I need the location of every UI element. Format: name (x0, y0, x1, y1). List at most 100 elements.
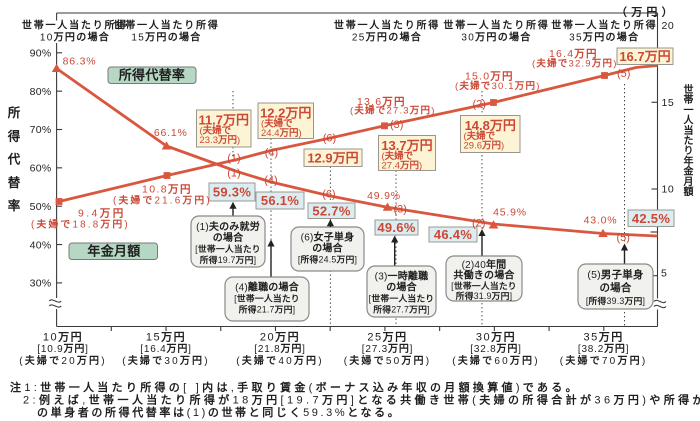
svg-text:(夫婦で21.6万円): (夫婦で21.6万円) (113, 194, 212, 207)
svg-text:(5)男子単身: (5)男子単身 (587, 268, 644, 281)
svg-text:14.8万円: 14.8万円 (465, 118, 516, 133)
svg-text:注1:世帯一人当たり所得の[ ]内は,手取り賃金(ボーナス込: 注1:世帯一人当たり所得の[ ]内は,手取り賃金(ボーナス込み年収の月額換算値)… (10, 380, 580, 394)
svg-text:23.3万円): 23.3万円) (200, 135, 241, 146)
svg-text:2:例えば,世帯一人当たり所得が18万円[19.7万円]とな: 2:例えば,世帯一人当たり所得が18万円[19.7万円]となる共働き世帯(夫婦の… (23, 393, 700, 407)
svg-text:(6): (6) (322, 189, 335, 201)
svg-text:29.6万円): 29.6万円) (464, 141, 505, 152)
svg-text:59.3%: 59.3% (213, 185, 252, 200)
svg-text:9.4万円: 9.4万円 (78, 208, 126, 220)
svg-text:の場合: の場合 (312, 242, 343, 255)
svg-text:た: た (684, 135, 694, 147)
svg-text:所得代替率: 所得代替率 (119, 68, 186, 83)
svg-text:56.1%: 56.1% (261, 193, 300, 208)
svg-text:[所得24.5万円]: [所得24.5万円] (298, 254, 357, 265)
svg-text:27.4万円): 27.4万円) (382, 161, 423, 172)
svg-text:[世帯一人当たり: [世帯一人当たり (451, 280, 517, 291)
svg-text:90%: 90% (30, 48, 52, 60)
svg-text:(夫婦で: (夫婦で (200, 125, 232, 137)
svg-text:[世帯一人当たり: [世帯一人当たり (369, 293, 435, 304)
svg-text:(4)離職の場合: (4)離職の場合 (235, 281, 300, 294)
svg-text:46.4%: 46.4% (434, 227, 473, 242)
svg-text:13.7万円: 13.7万円 (381, 138, 432, 153)
svg-text:42.5%: 42.5% (632, 211, 671, 226)
svg-text:45.9%: 45.9% (493, 207, 527, 219)
svg-text:30%: 30% (30, 278, 52, 290)
svg-text:の場合: の場合 (599, 281, 631, 294)
svg-text:(5): (5) (617, 232, 630, 244)
svg-text:世帯一人当たり所得: 世帯一人当たり所得 (551, 19, 657, 32)
svg-text:所得21.7万円]: 所得21.7万円] (239, 304, 296, 315)
svg-text:(1)夫のみ就労: (1)夫のみ就労 (196, 220, 260, 233)
svg-text:の場合: の場合 (386, 281, 417, 294)
svg-text:(夫婦で: (夫婦で (464, 130, 496, 142)
svg-text:(夫婦で27.3万円): (夫婦で27.3万円) (350, 105, 436, 117)
svg-text:[32.8万円]: [32.8万円] (470, 343, 521, 355)
svg-text:35万円: 35万円 (583, 331, 623, 344)
svg-text:50%: 50% (30, 201, 52, 213)
svg-text:所得19.7万円]: 所得19.7万円] (200, 254, 257, 265)
svg-text:10万円の場合: 10万円の場合 (40, 31, 110, 44)
svg-text:率: 率 (8, 198, 21, 213)
svg-text:(夫婦で30.1万円): (夫婦で30.1万円) (455, 80, 541, 92)
svg-text:(夫婦で18.8万円): (夫婦で18.8万円) (31, 218, 130, 231)
svg-text:[世帯一人当たり: [世帯一人当たり (195, 243, 261, 254)
svg-text:(1): (1) (227, 168, 240, 180)
svg-text:金: 金 (683, 165, 695, 178)
svg-text:(2)40年間: (2)40年間 (462, 258, 507, 271)
svg-text:15.0万円: 15.0万円 (465, 71, 514, 83)
svg-text:代: 代 (7, 152, 21, 167)
svg-text:49.6%: 49.6% (377, 220, 416, 235)
svg-text:(夫婦で20万円): (夫婦で20万円) (19, 354, 107, 367)
svg-text:(5): (5) (617, 68, 630, 80)
svg-text:り: り (684, 145, 694, 157)
svg-text:13.6万円: 13.6万円 (357, 96, 406, 108)
svg-text:（万円）: （万円） (616, 6, 677, 19)
svg-text:20: 20 (662, 20, 675, 32)
svg-text:共働きの場合: 共働きの場合 (453, 268, 515, 281)
svg-text:[所得39.3万円]: [所得39.3万円] (586, 295, 645, 306)
svg-text:(4): (4) (265, 147, 278, 159)
svg-text:(2): (2) (473, 99, 486, 111)
svg-text:所得31.9万円]: 所得31.9万円] (456, 290, 513, 301)
svg-text:世帯一人当たり所得: 世帯一人当たり所得 (443, 19, 549, 32)
svg-text:15万円の場合: 15万円の場合 (131, 31, 201, 44)
svg-text:世帯一人当たり所得: 世帯一人当たり所得 (113, 19, 219, 32)
svg-text:(夫婦で32.9万円): (夫婦で32.9万円) (532, 58, 618, 70)
svg-text:30万円の場合: 30万円の場合 (461, 31, 531, 44)
svg-text:52.7%: 52.7% (312, 203, 351, 218)
svg-text:[21.8万円]: [21.8万円] (254, 343, 305, 355)
svg-text:80%: 80% (30, 86, 52, 98)
svg-text:[世帯一人当たり: [世帯一人当たり (234, 293, 300, 304)
svg-text:世帯一人当たり所得: 世帯一人当たり所得 (22, 19, 128, 32)
svg-text:15: 15 (662, 97, 675, 109)
svg-text:[10.9万円]: [10.9万円] (37, 343, 88, 355)
svg-text:15万円: 15万円 (146, 331, 186, 344)
svg-text:(3)一時離職: (3)一時離職 (375, 270, 429, 283)
svg-text:(夫婦で: (夫婦で (261, 118, 293, 130)
svg-text:16.4万円: 16.4万円 (549, 48, 598, 60)
svg-text:当: 当 (684, 124, 694, 137)
svg-text:25万円: 25万円 (367, 331, 407, 344)
svg-text:所: 所 (8, 105, 21, 120)
svg-text:(3): (3) (390, 119, 403, 131)
svg-text:(1): (1) (227, 153, 240, 165)
svg-text:年金月額: 年金月額 (87, 244, 140, 259)
svg-text:(3): (3) (394, 204, 407, 216)
svg-text:5: 5 (661, 268, 667, 280)
svg-text:12.9万円: 12.9万円 (307, 151, 358, 166)
svg-text:人: 人 (684, 114, 695, 127)
svg-text:[27.3万円]: [27.3万円] (362, 343, 413, 355)
svg-text:70%: 70% (30, 124, 52, 136)
svg-text:の場合: の場合 (213, 231, 244, 244)
svg-text:16.7万円: 16.7万円 (619, 49, 670, 64)
svg-text:43.0%: 43.0% (584, 214, 618, 226)
svg-text:得: 得 (7, 128, 21, 143)
svg-text:(6): (6) (323, 133, 336, 145)
svg-text:[38.2万円]: [38.2万円] (578, 343, 629, 355)
svg-text:世: 世 (684, 83, 694, 96)
svg-text:35万円の場合: 35万円の場合 (569, 31, 639, 44)
svg-text:(夫婦で40万円): (夫婦で40万円) (236, 354, 324, 367)
svg-text:10.8万円: 10.8万円 (142, 184, 192, 196)
svg-text:(夫婦で50万円): (夫婦で50万円) (344, 354, 432, 367)
svg-text:24.4万円): 24.4万円) (261, 128, 302, 139)
